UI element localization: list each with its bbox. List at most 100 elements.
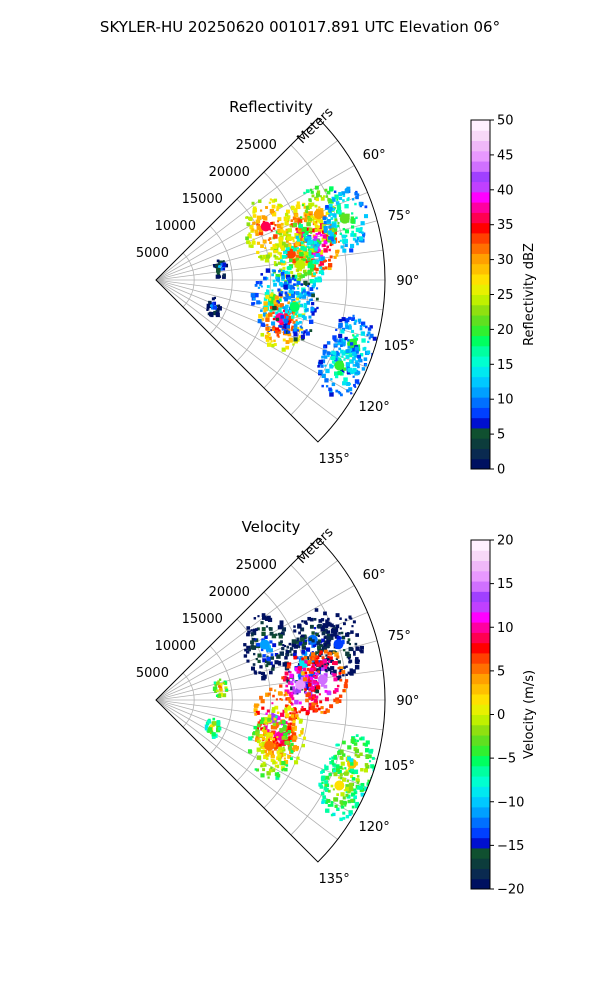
colorbar-swatch [471, 540, 490, 551]
echo-gate [346, 389, 350, 393]
colorbar-tick-label: 30 [497, 253, 514, 268]
echo-gate [281, 769, 284, 772]
echo-gate [300, 326, 303, 329]
echo-gate [216, 722, 221, 726]
echo-gate [354, 349, 359, 354]
echo-gate [363, 768, 368, 773]
echo-gate [256, 755, 262, 760]
echo-gate [274, 330, 279, 334]
echo-gate [308, 206, 312, 210]
echo-gate [249, 225, 254, 230]
echo-gate [323, 355, 328, 359]
colorbar-swatch [471, 417, 490, 429]
echo-gate [330, 803, 334, 807]
echo-gate [291, 277, 295, 280]
echo-gate [309, 617, 314, 622]
echo-gate [313, 220, 316, 224]
echo-gate [314, 708, 319, 713]
echo-gate [329, 240, 334, 245]
echo-gate [331, 223, 336, 228]
echo-gate [210, 306, 215, 310]
echo-gate [342, 689, 346, 693]
echo-gate [290, 205, 294, 209]
echo-gate [327, 789, 331, 793]
echo-gate [358, 785, 364, 790]
echo-gate [354, 354, 358, 358]
echo-gate [277, 261, 282, 265]
echo-gate [287, 292, 291, 297]
echo-gate [311, 651, 314, 654]
echo-gate [272, 643, 277, 648]
echo-gate [265, 729, 270, 734]
echo-gate [332, 230, 336, 234]
echo-gate [259, 228, 263, 233]
echo-gate [300, 708, 304, 712]
echo-core [264, 740, 275, 751]
echo-gate [259, 695, 263, 700]
echo-gate [218, 260, 223, 265]
echo-gate [252, 238, 255, 241]
echo-gate [271, 326, 276, 331]
echo-gate [346, 198, 350, 202]
echo-gate [271, 273, 274, 277]
echo-gate [329, 656, 333, 660]
echo-gate [285, 228, 290, 233]
echo-gate [262, 761, 266, 765]
echo-gate [274, 746, 278, 750]
radial-axis-label: Meters [294, 525, 336, 567]
echo-gate [346, 186, 351, 191]
echo-gate [298, 231, 303, 236]
echo-gate [323, 649, 328, 654]
echo-gate [332, 198, 336, 202]
echo-gate [365, 740, 370, 745]
echo-gate [258, 199, 262, 203]
echo-gate [341, 317, 346, 322]
echo-gate [307, 236, 311, 241]
echo-gate [345, 318, 350, 323]
echo-gate [284, 212, 289, 217]
echo-gate [347, 197, 350, 200]
echo-gate [274, 689, 277, 692]
echo-gate [318, 206, 321, 209]
echo-gate [341, 191, 346, 195]
echo-gate [252, 632, 256, 636]
echo-gate [281, 347, 286, 352]
echo-gate [308, 637, 313, 641]
echo-gate [327, 667, 332, 672]
echo-gate [288, 746, 293, 751]
echo-gate [330, 666, 335, 671]
echo-gate [348, 660, 352, 664]
echo-gate [312, 308, 317, 313]
azimuth-tick-label: 105° [384, 759, 415, 774]
echo-gate [348, 353, 353, 358]
echo-gate [282, 767, 285, 771]
echo-gate [259, 301, 262, 304]
echo-gate [284, 709, 288, 714]
echo-gate [327, 655, 330, 659]
echo-gate [349, 768, 355, 774]
echo-gate [294, 219, 297, 222]
echo-gate [260, 763, 265, 768]
echo-gate [294, 339, 298, 344]
echo-gate [295, 240, 300, 245]
echo-gate [337, 776, 341, 779]
echo-gate [348, 646, 353, 652]
echo-gate [296, 756, 300, 760]
echo-gate [317, 670, 320, 674]
echo-gate [313, 222, 317, 226]
colorbar-tick-label: −15 [497, 839, 524, 854]
echo-gate [256, 215, 262, 220]
echo-gate [314, 655, 318, 658]
echo-gate [350, 630, 354, 634]
echo-gate [349, 758, 354, 763]
echo-gate [330, 356, 334, 360]
echo-gate [306, 667, 310, 671]
echo-gate [296, 201, 300, 205]
echo-gate [351, 329, 355, 333]
echo-gate [287, 330, 291, 334]
echo-gate [351, 771, 354, 774]
echo-gate [292, 259, 297, 264]
echo-gate [312, 643, 317, 647]
echo-gate [311, 194, 315, 198]
echo-gate [296, 279, 299, 282]
